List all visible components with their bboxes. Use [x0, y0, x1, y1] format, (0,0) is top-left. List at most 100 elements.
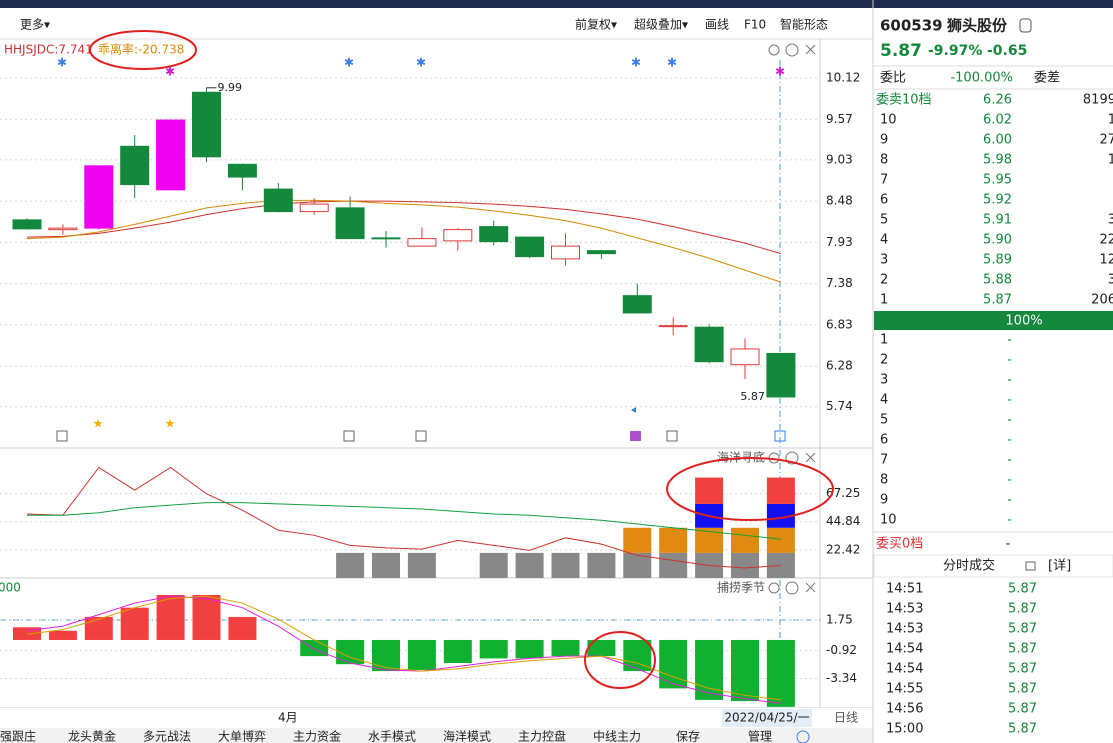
- quote-text: 2: [880, 353, 888, 368]
- settings-icon[interactable]: [768, 582, 780, 594]
- gold-star: ★: [165, 417, 176, 431]
- quote-text: 15:00: [886, 722, 923, 737]
- candle-body: [192, 91, 221, 158]
- alert-icon[interactable]: [1019, 18, 1032, 33]
- quote-text: 5.88: [983, 273, 1012, 288]
- high-label: 9.99: [218, 81, 243, 94]
- lock-icon: [1025, 561, 1036, 571]
- candle-body: [479, 226, 509, 243]
- quote-text: 5.87: [1008, 722, 1037, 737]
- macd-bar: [13, 627, 41, 640]
- tab[interactable]: 多元战法: [143, 730, 191, 743]
- event-icon[interactable]: [666, 430, 678, 442]
- quote-text: 5.98: [983, 153, 1012, 168]
- period-label[interactable]: 日线: [834, 711, 858, 725]
- tab[interactable]: 龙头黄金: [68, 729, 116, 743]
- tab[interactable]: 水手模式: [368, 730, 416, 743]
- quote-text: 14:55: [886, 682, 923, 697]
- candle-body: [551, 245, 580, 260]
- signal-star: ✱: [667, 56, 677, 70]
- toolbar-button[interactable]: 智能形态: [780, 17, 828, 32]
- event-icon[interactable]: [415, 430, 427, 442]
- y-tick-label: 67.25: [826, 486, 860, 500]
- gold-star: ★: [93, 417, 104, 431]
- macd-bar: [407, 639, 436, 670]
- y-tick-label: 9.57: [826, 112, 853, 126]
- stack-bar: [659, 552, 688, 578]
- toolbar-button[interactable]: 超级叠加▾: [634, 17, 688, 32]
- quote-text: 9: [880, 133, 888, 148]
- detail-link: [详]: [1048, 559, 1071, 574]
- tab[interactable]: 主力资金: [293, 729, 341, 743]
- y-tick-label: 1.75: [826, 612, 853, 626]
- toolbar-button[interactable]: 前复权▾: [575, 17, 617, 32]
- candle-body: [299, 203, 329, 213]
- candle-body: [407, 238, 437, 247]
- toolbar: [0, 8, 873, 39]
- y-tick-label: 7.38: [826, 276, 853, 290]
- macd-bar: [228, 616, 257, 640]
- quote-text: 8: [880, 153, 888, 168]
- quote-text: 4: [880, 393, 888, 408]
- quote-text: 5.87: [1008, 662, 1037, 677]
- date-box: [722, 709, 812, 727]
- help-icon[interactable]: [785, 451, 799, 465]
- indicator-line: [26, 595, 781, 704]
- top-strip: [0, 0, 1113, 8]
- y-tick-label: -0.92: [826, 643, 857, 657]
- signal-star: ✱: [344, 56, 354, 70]
- event-icon[interactable]: [774, 430, 786, 442]
- help-icon[interactable]: [785, 43, 799, 57]
- close-icon[interactable]: [805, 452, 816, 463]
- close-icon[interactable]: [805, 582, 816, 593]
- event-icon[interactable]: [630, 431, 641, 441]
- close-icon[interactable]: [805, 44, 816, 55]
- event-icon[interactable]: [343, 430, 355, 442]
- stack-bar: [731, 552, 759, 578]
- indicator-line: [26, 200, 782, 255]
- quote-text: 5.92: [983, 193, 1012, 208]
- candle-body: [730, 348, 760, 366]
- more-button[interactable]: 更多▾: [20, 18, 50, 32]
- stack-bar: [336, 552, 365, 578]
- annotation-circle: [584, 631, 656, 689]
- quote-text: 委比: [880, 71, 906, 86]
- y-tick-label: 6.28: [826, 359, 853, 373]
- quote-text: 8199: [1083, 93, 1113, 108]
- stack-bar: [479, 552, 508, 578]
- tab[interactable]: 中线主力: [593, 729, 641, 743]
- y-tick-label: 44.84: [826, 514, 860, 528]
- indicator-line: [26, 595, 781, 701]
- tab-scroll[interactable]: [796, 730, 810, 743]
- quote-text: 分时成交: [943, 558, 995, 574]
- tab[interactable]: 大单博弈: [218, 729, 266, 743]
- help-icon[interactable]: [785, 581, 799, 595]
- tab[interactable]: 管理: [748, 729, 772, 743]
- event-icon[interactable]: [56, 430, 68, 442]
- quote-text: 14:53: [886, 622, 923, 637]
- tab[interactable]: 保存: [676, 730, 700, 743]
- stack-bar: [587, 552, 616, 578]
- signal-star: ✱: [631, 56, 641, 70]
- candle-body: [586, 250, 616, 255]
- y-tick-label: -3.34: [826, 671, 857, 685]
- candle-body: [622, 295, 652, 314]
- quote-text: 1: [880, 333, 888, 348]
- quote-text: 5.95: [983, 173, 1012, 188]
- stack-bar: [515, 552, 544, 578]
- main-pane: 10.12 9.57 9.03 8.48 7.93 7.38 6.83 6.28 5.74 9.9…: [0, 71, 860, 707]
- macd-bar: [156, 595, 185, 640]
- quote-text: 14:53: [886, 602, 923, 617]
- quote-text: 委差: [1034, 71, 1060, 86]
- macd-bar: [443, 639, 472, 664]
- toolbar-button[interactable]: 画线: [705, 18, 729, 32]
- full-bar: [874, 311, 1113, 330]
- annotation-circle: [666, 457, 834, 521]
- quote-text: 6.02: [983, 113, 1012, 128]
- settings-icon[interactable]: [768, 44, 780, 56]
- tab[interactable]: 超强跟庄: [0, 729, 36, 743]
- tab[interactable]: 海洋模式: [443, 729, 491, 743]
- toolbar-button[interactable]: F10: [744, 18, 766, 32]
- stack-bar: [766, 477, 795, 504]
- tab[interactable]: 主力控盘: [518, 729, 566, 743]
